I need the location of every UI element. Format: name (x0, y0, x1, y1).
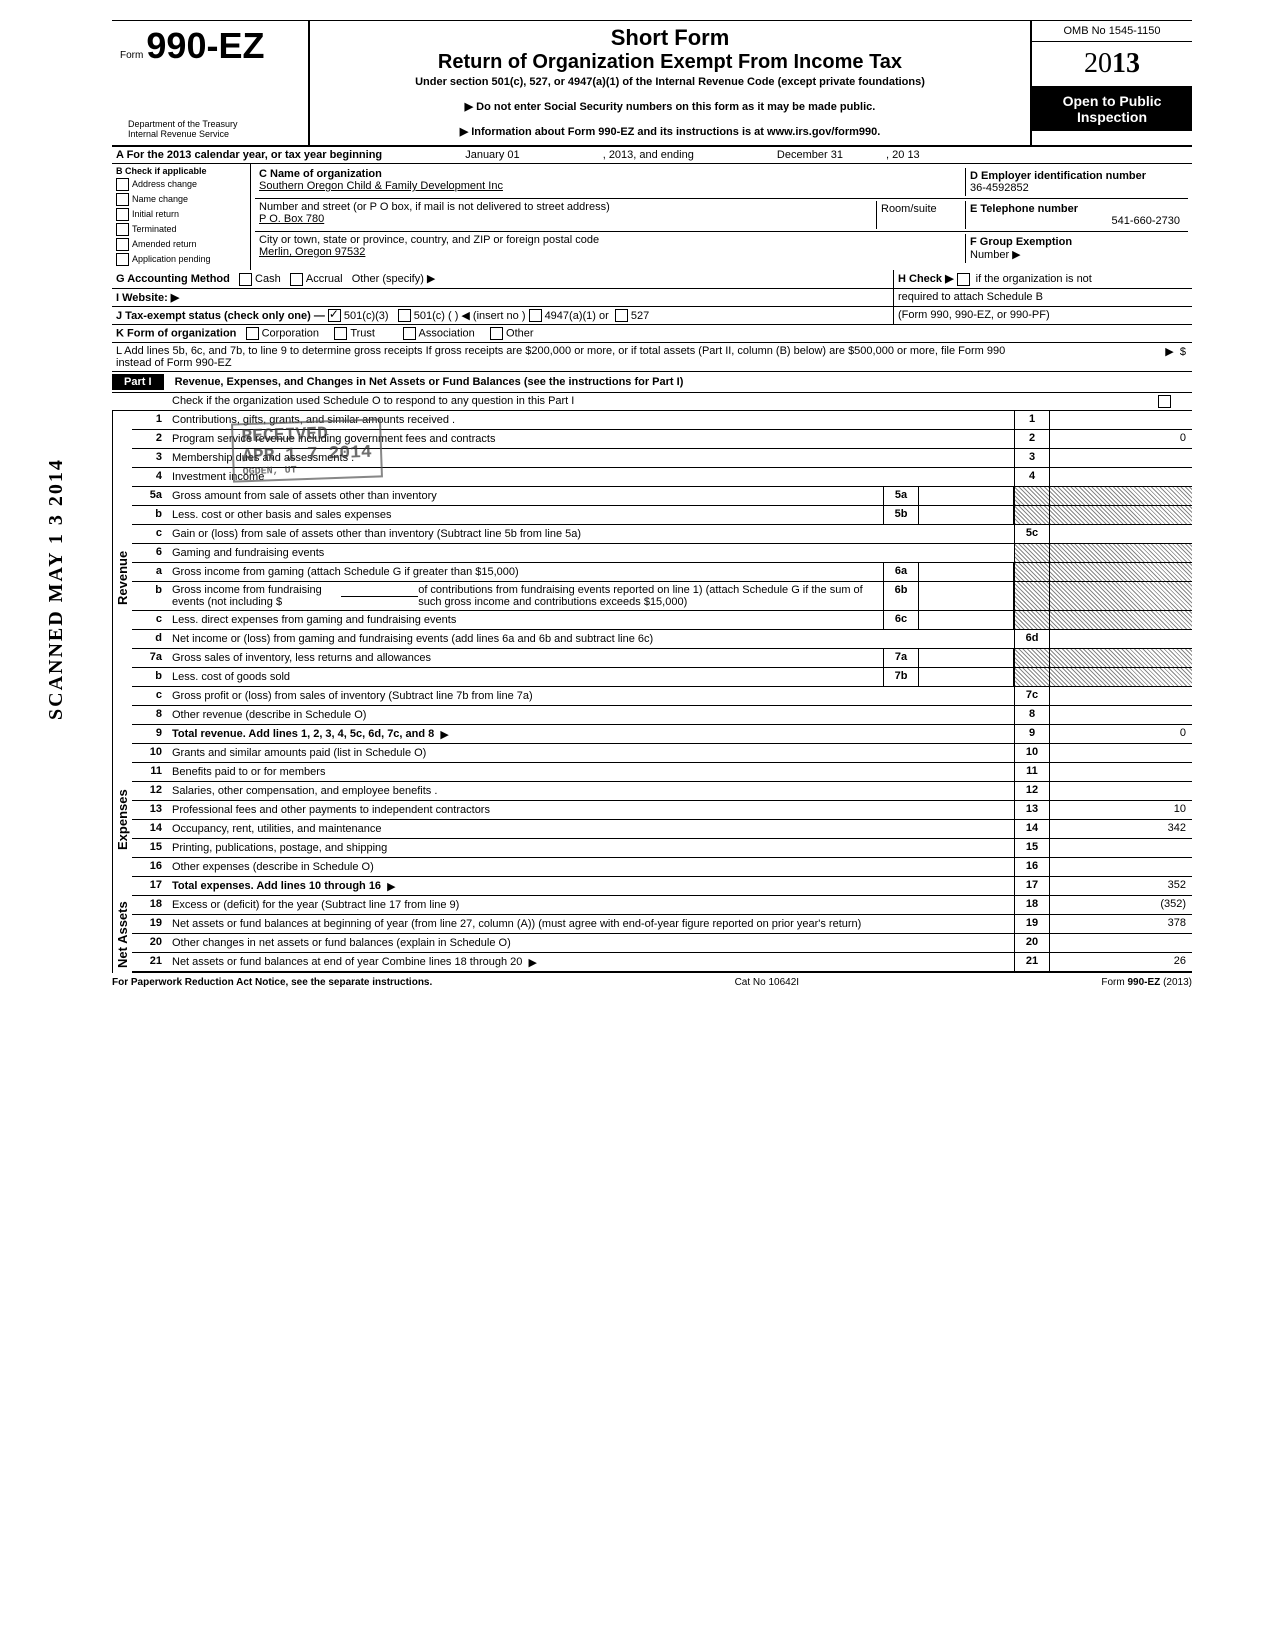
omb-number: OMB No 1545-1150 (1032, 21, 1192, 42)
form-prefix: Form (120, 50, 143, 61)
line-5c-value (1049, 525, 1192, 543)
address-change-checkbox[interactable] (116, 178, 129, 191)
info-link: ▶ Information about Form 990-EZ and its … (320, 125, 1020, 138)
4947a1-checkbox[interactable] (529, 309, 542, 322)
section-b: B Check if applicable Address change Nam… (112, 164, 251, 270)
form-footer: For Paperwork Reduction Act Notice, see … (112, 973, 1192, 992)
line-2-value: 0 (1049, 430, 1192, 448)
part-1-check-instruction: Check if the organization used Schedule … (112, 393, 1154, 410)
section-h-cont1: required to attach Schedule B (893, 289, 1192, 306)
ssn-warning: ▶ Do not enter Social Security numbers o… (320, 100, 1020, 113)
section-d-label: D Employer identification number (970, 170, 1180, 182)
other-org-checkbox[interactable] (490, 327, 503, 340)
line-9-value: 0 (1049, 725, 1192, 743)
city-state-zip: Merlin, Oregon 97532 (259, 246, 965, 258)
line-7c-value (1049, 687, 1192, 705)
line-j-label: J Tax-exempt status (check only one) — (116, 310, 325, 322)
line-21-value: 26 (1049, 953, 1192, 971)
ein-value: 36-4592852 (970, 182, 1180, 194)
form-990ez: Form 990-EZ Department of the Treasury I… (112, 20, 1192, 992)
line-8-value (1049, 706, 1192, 724)
line-16-value (1049, 858, 1192, 876)
terminated-checkbox[interactable] (116, 223, 129, 236)
phone-value: 541-660-2730 (970, 215, 1180, 227)
line-17-value: 352 (1049, 877, 1192, 895)
line-3-value (1049, 449, 1192, 467)
dept-treasury: Department of the Treasury (128, 119, 292, 129)
line-20-value (1049, 934, 1192, 952)
line-18-value: (352) (1049, 896, 1192, 914)
section-c: C Name of organization Southern Oregon C… (251, 164, 1192, 270)
tax-year: 2013 (1032, 42, 1192, 87)
section-h-cont2: (Form 990, 990-EZ, or 990-PF) (893, 307, 1192, 325)
line-19-value: 378 (1049, 915, 1192, 933)
trust-checkbox[interactable] (334, 327, 347, 340)
irs-label: Internal Revenue Service (128, 129, 292, 139)
section-f-label: F Group Exemption (970, 236, 1180, 248)
street-address: P O. Box 780 (259, 213, 876, 225)
main-title: Return of Organization Exempt From Incom… (320, 51, 1020, 74)
corporation-checkbox[interactable] (246, 327, 259, 340)
org-name: Southern Oregon Child & Family Developme… (259, 180, 965, 192)
name-change-checkbox[interactable] (116, 193, 129, 206)
expenses-section-label: Expenses (112, 744, 132, 896)
line-k-label: K Form of organization (116, 328, 236, 340)
received-stamp: RECEIVED APR 1 7 2014 OGDEN, UT (231, 419, 383, 483)
form-number: 990-EZ (146, 25, 264, 66)
room-suite-label: Room/suite (876, 201, 965, 229)
cash-checkbox[interactable] (239, 273, 252, 286)
section-e-label: E Telephone number (970, 203, 1180, 215)
initial-return-checkbox[interactable] (116, 208, 129, 221)
scanned-stamp: SCANNED MAY 1 3 2014 (45, 458, 68, 720)
527-checkbox[interactable] (615, 309, 628, 322)
form-header: Form 990-EZ Department of the Treasury I… (112, 21, 1192, 147)
line-6d-value (1049, 630, 1192, 648)
revenue-section-label: Revenue (112, 411, 132, 744)
line-15-value (1049, 839, 1192, 857)
schedule-b-checkbox[interactable] (957, 273, 970, 286)
line-14-value: 342 (1049, 820, 1192, 838)
line-1-value (1049, 411, 1192, 429)
line-l-text: L Add lines 5b, 6c, and 7b, to line 9 to… (112, 343, 1020, 371)
section-h: H Check ▶ if the organization is not (893, 270, 1192, 288)
line-11-value (1049, 763, 1192, 781)
section-f-number: Number ▶ (970, 248, 1180, 261)
line-4-value (1049, 468, 1192, 486)
open-to-public: Open to Public Inspection (1032, 87, 1192, 131)
line-g-label: G Accounting Method (116, 273, 230, 285)
line-a: A For the 2013 calendar year, or tax yea… (112, 147, 1192, 164)
net-assets-section-label: Net Assets (112, 896, 132, 973)
line-10-value (1049, 744, 1192, 762)
501c3-checkbox[interactable] (328, 309, 341, 322)
short-form-title: Short Form (320, 25, 1020, 51)
501c-checkbox[interactable] (398, 309, 411, 322)
part-1-header: Part I Revenue, Expenses, and Changes in… (112, 372, 1192, 393)
line-i-label: I Website: ▶ (116, 292, 179, 304)
accrual-checkbox[interactable] (290, 273, 303, 286)
application-pending-checkbox[interactable] (116, 253, 129, 266)
subtitle: Under section 501(c), 527, or 4947(a)(1)… (320, 76, 1020, 88)
amended-return-checkbox[interactable] (116, 238, 129, 251)
association-checkbox[interactable] (403, 327, 416, 340)
line-12-value (1049, 782, 1192, 800)
line-13-value: 10 (1049, 801, 1192, 819)
schedule-o-checkbox[interactable] (1158, 395, 1171, 408)
